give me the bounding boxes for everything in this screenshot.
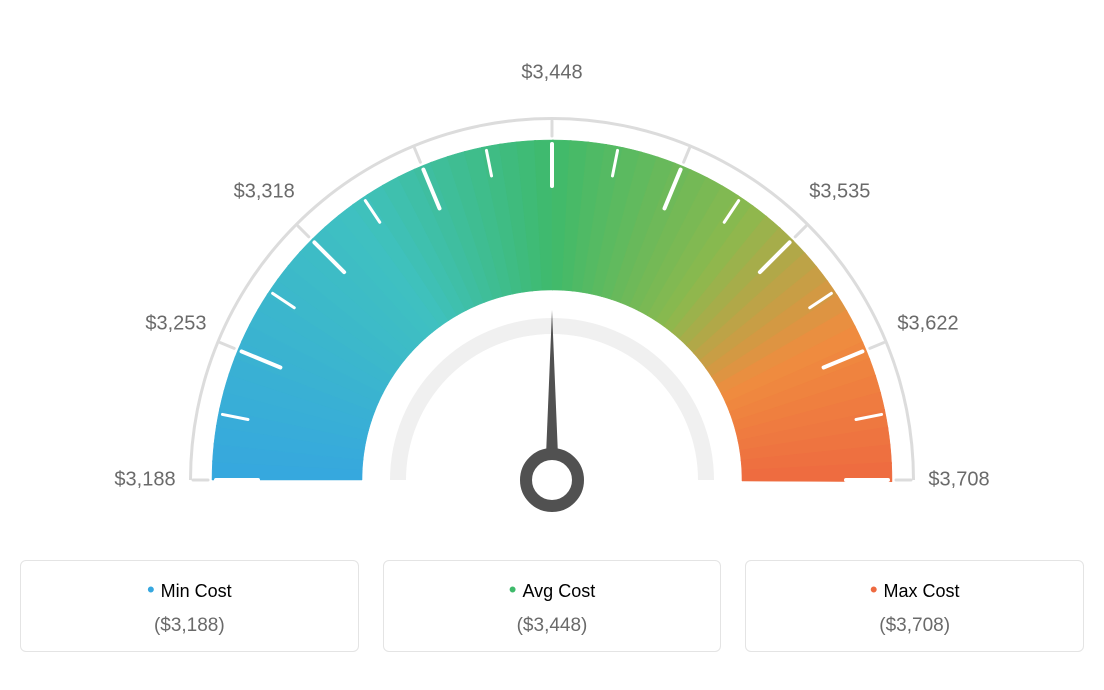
min-cost-title: • Min Cost [31,579,348,605]
dot-icon: • [870,577,878,602]
max-cost-title-text: Max Cost [884,581,960,601]
avg-cost-value: ($3,448) [394,615,711,637]
dot-icon: • [509,577,517,602]
avg-cost-title-text: Avg Cost [523,581,596,601]
summary-cards: • Min Cost ($3,188) • Avg Cost ($3,448) • M… [20,560,1084,652]
min-cost-card: • Min Cost ($3,188) [20,560,359,652]
gauge-tick-label: $3,188 [114,469,175,492]
gauge-tick-label: $3,318 [234,181,295,204]
min-cost-value: ($3,188) [31,615,348,637]
avg-cost-card: • Avg Cost ($3,448) [383,560,722,652]
max-cost-title: • Max Cost [756,579,1073,605]
gauge-tick-label: $3,708 [928,469,989,492]
min-cost-title-text: Min Cost [161,581,232,601]
dot-icon: • [147,577,155,602]
gauge-tick-label: $3,448 [521,62,582,85]
max-cost-value: ($3,708) [756,615,1073,637]
max-cost-card: • Max Cost ($3,708) [745,560,1084,652]
gauge-tick-label: $3,535 [809,181,870,204]
avg-cost-title: • Avg Cost [394,579,711,605]
gauge-chart: $3,188 $3,253 $3,318 $3,448 $3,535 $3,622 $3,7… [20,20,1084,540]
gauge-tick-label: $3,622 [897,313,958,336]
gauge-svg [20,20,1084,540]
gauge-tick-label: $3,253 [145,313,206,336]
